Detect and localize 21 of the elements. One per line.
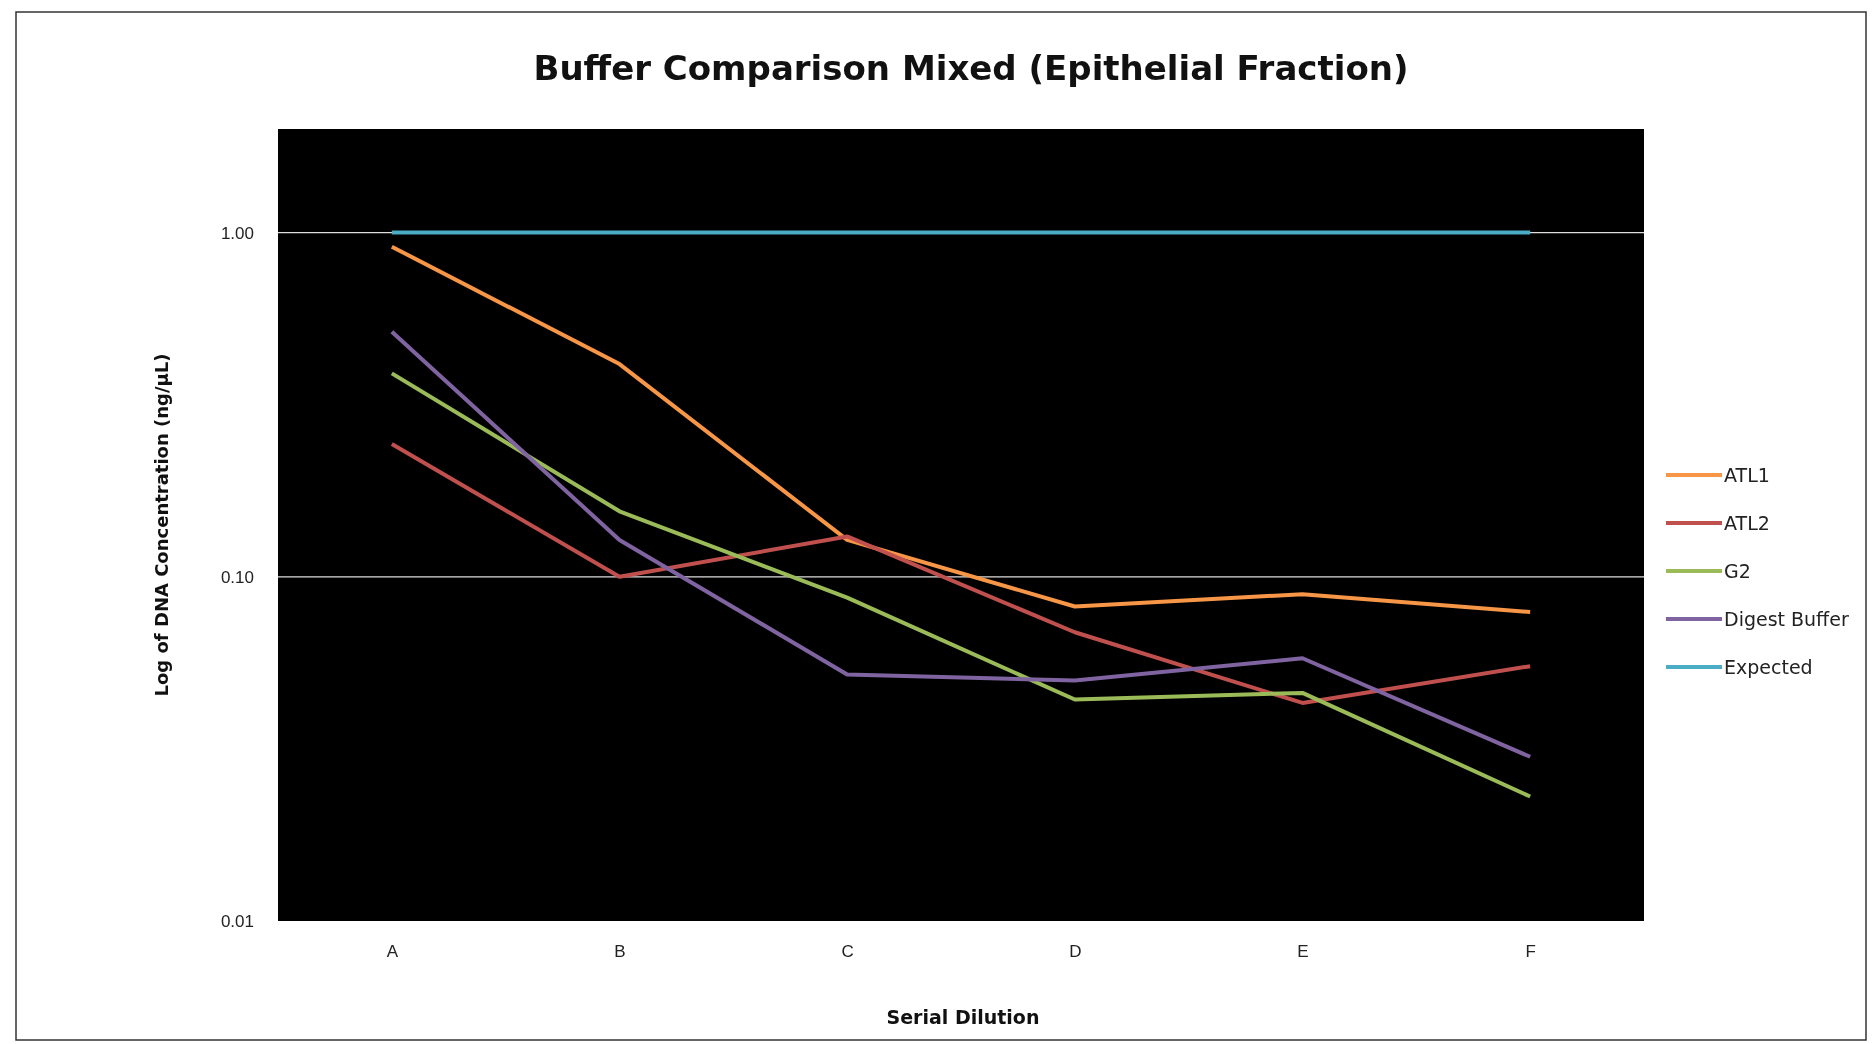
legend-label: ATL1	[1724, 464, 1770, 486]
y-tick-label: 0.01	[220, 911, 254, 931]
legend-label: Expected	[1724, 656, 1813, 678]
line-series	[389, 329, 1533, 759]
x-tick-label: F	[1525, 942, 1536, 962]
y-tick-label: 1.00	[220, 223, 254, 243]
legend-label: ATL2	[1724, 512, 1770, 534]
x-axis-title: Serial Dilution	[886, 1006, 1040, 1028]
line-series	[389, 244, 1533, 615]
chart-title: Buffer Comparison Mixed (Epithelial Fraction)	[533, 48, 1409, 88]
legend-label: G2	[1724, 560, 1751, 582]
x-tick-label: C	[841, 942, 854, 962]
line-series	[389, 442, 1533, 705]
x-tick-label: E	[1297, 942, 1309, 962]
line-series	[389, 371, 1533, 799]
y-axis-title: Log of DNA Concentration (ng/µL)	[151, 353, 172, 697]
x-tick-label: B	[614, 942, 626, 962]
legend-label: Digest Buffer	[1724, 608, 1849, 630]
x-tick-label: A	[386, 942, 399, 962]
x-tick-label: D	[1069, 942, 1082, 962]
y-tick-label: 0.10	[220, 567, 254, 587]
